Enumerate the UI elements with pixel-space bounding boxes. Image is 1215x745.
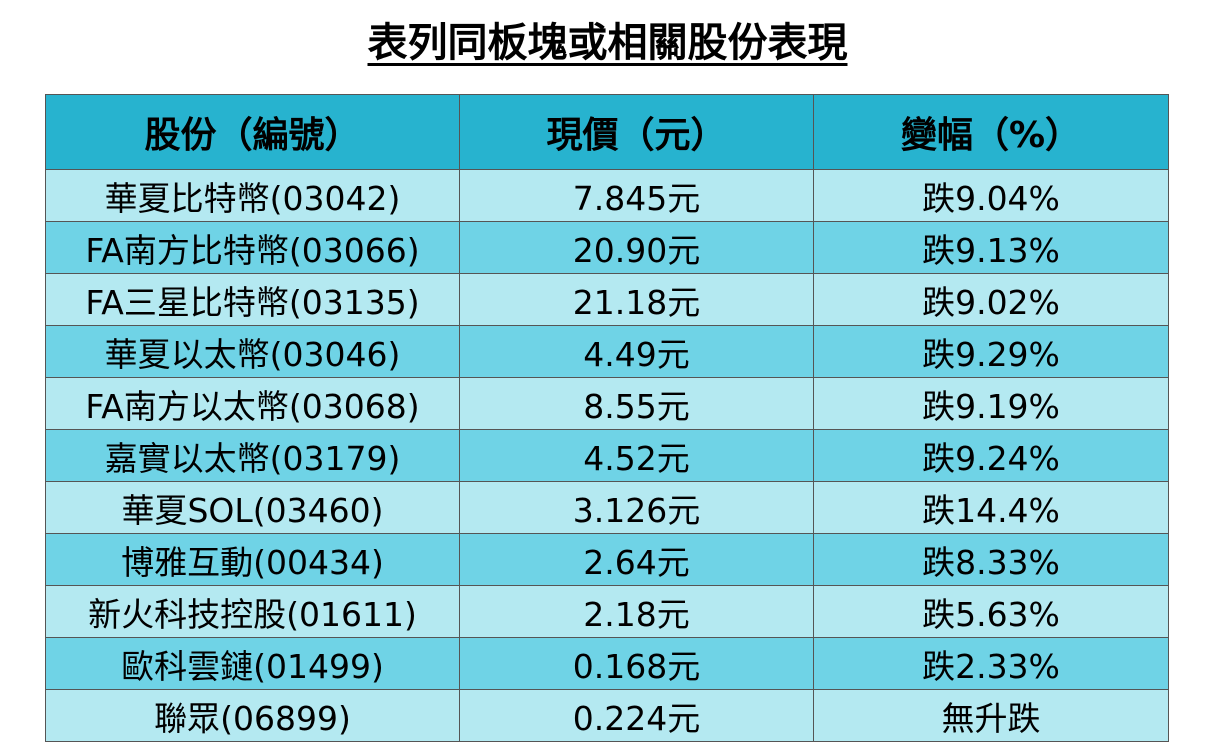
change-cell: 跌2.33% bbox=[813, 637, 1169, 690]
header-change: 變幅（%） bbox=[813, 94, 1169, 170]
price-cell: 0.168元 bbox=[459, 637, 814, 690]
table-row: 華夏SOL(03460) 3.126元 跌14.4% bbox=[45, 481, 1169, 534]
table-row: 華夏比特幣(03042) 7.845元 跌9.04% bbox=[45, 169, 1169, 222]
stock-name-cell: FA南方比特幣(03066) bbox=[45, 221, 460, 274]
table-row: 嘉實以太幣(03179) 4.52元 跌9.24% bbox=[45, 429, 1169, 482]
price-cell: 2.18元 bbox=[459, 585, 814, 638]
stock-name-cell: 華夏比特幣(03042) bbox=[45, 169, 460, 222]
stock-name-cell: 歐科雲鏈(01499) bbox=[45, 637, 460, 690]
change-cell: 跌8.33% bbox=[813, 533, 1169, 586]
stock-name-cell: 博雅互動(00434) bbox=[45, 533, 460, 586]
stock-performance-table: 股份（編號） 現價（元） 變幅（%） 華夏比特幣(03042) 7.845元 跌… bbox=[45, 94, 1169, 742]
stock-name-cell: 聯眾(06899) bbox=[45, 689, 460, 742]
header-stock: 股份（編號） bbox=[45, 94, 460, 170]
table-row: 博雅互動(00434) 2.64元 跌8.33% bbox=[45, 533, 1169, 586]
table-row: FA南方比特幣(03066) 20.90元 跌9.13% bbox=[45, 221, 1169, 274]
stock-name-cell: 華夏SOL(03460) bbox=[45, 481, 460, 534]
table-row: 華夏以太幣(03046) 4.49元 跌9.29% bbox=[45, 325, 1169, 378]
table-row: 新火科技控股(01611) 2.18元 跌5.63% bbox=[45, 585, 1169, 638]
page-title: 表列同板塊或相關股份表現 bbox=[0, 14, 1215, 72]
table-row: 聯眾(06899) 0.224元 無升跌 bbox=[45, 689, 1169, 742]
price-cell: 3.126元 bbox=[459, 481, 814, 534]
change-cell: 跌5.63% bbox=[813, 585, 1169, 638]
price-cell: 7.845元 bbox=[459, 169, 814, 222]
change-cell: 跌14.4% bbox=[813, 481, 1169, 534]
page-title-text: 表列同板塊或相關股份表現 bbox=[367, 20, 848, 66]
change-cell: 跌9.29% bbox=[813, 325, 1169, 378]
stock-name-cell: FA南方以太幣(03068) bbox=[45, 377, 460, 430]
price-cell: 21.18元 bbox=[459, 273, 814, 326]
change-cell: 跌9.04% bbox=[813, 169, 1169, 222]
change-cell: 跌9.13% bbox=[813, 221, 1169, 274]
price-cell: 0.224元 bbox=[459, 689, 814, 742]
stock-name-cell: 華夏以太幣(03046) bbox=[45, 325, 460, 378]
change-cell: 跌9.24% bbox=[813, 429, 1169, 482]
stock-name-cell: 嘉實以太幣(03179) bbox=[45, 429, 460, 482]
stock-name-cell: 新火科技控股(01611) bbox=[45, 585, 460, 638]
price-cell: 20.90元 bbox=[459, 221, 814, 274]
price-cell: 2.64元 bbox=[459, 533, 814, 586]
header-price: 現價（元） bbox=[459, 94, 814, 170]
price-cell: 4.52元 bbox=[459, 429, 814, 482]
change-cell: 無升跌 bbox=[813, 689, 1169, 742]
table-header-row: 股份（編號） 現價（元） 變幅（%） bbox=[45, 94, 1169, 170]
price-cell: 4.49元 bbox=[459, 325, 814, 378]
table-row: FA南方以太幣(03068) 8.55元 跌9.19% bbox=[45, 377, 1169, 430]
table-row: 歐科雲鏈(01499) 0.168元 跌2.33% bbox=[45, 637, 1169, 690]
table-row: FA三星比特幣(03135) 21.18元 跌9.02% bbox=[45, 273, 1169, 326]
change-cell: 跌9.02% bbox=[813, 273, 1169, 326]
price-cell: 8.55元 bbox=[459, 377, 814, 430]
stock-name-cell: FA三星比特幣(03135) bbox=[45, 273, 460, 326]
change-cell: 跌9.19% bbox=[813, 377, 1169, 430]
